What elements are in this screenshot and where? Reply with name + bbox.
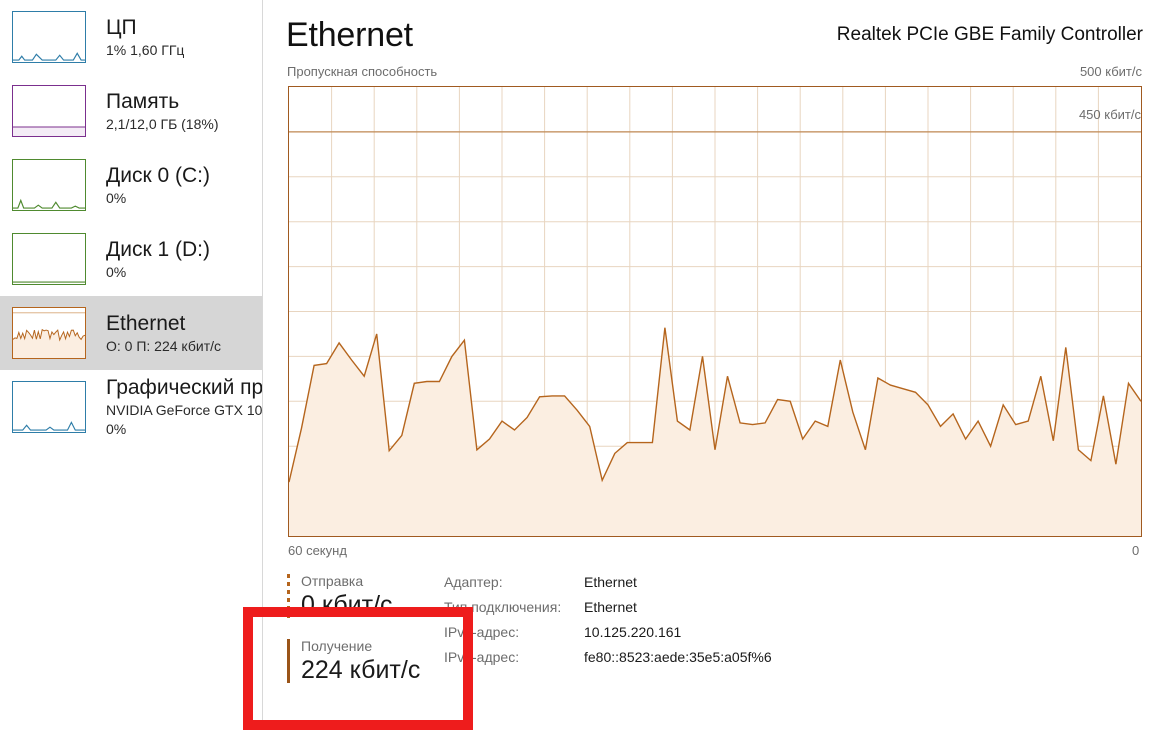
throughput-chart [288,86,1142,537]
adapter-name-label: Realtek PCIe GBE Family Controller [836,24,1143,45]
sidebar-item-disk0[interactable]: Диск 0 (C:) 0% [0,148,262,222]
chart-line [289,327,1141,483]
sidebar-item-subtext: NVIDIA GeForce GTX 1050 [106,402,262,418]
sidebar-item-subtext: 0% [106,263,127,280]
sidebar-thumbnail-gpu [12,381,86,433]
chart-annotation-label: 450 кбит/с [1078,107,1141,122]
sidebar-item-text-disk0: Диск 0 (C:) 0% [106,163,210,208]
sidebar-item-memory[interactable]: Память 2,1/12,0 ГБ (18%) [0,74,262,148]
info-key: IPv6-адрес: [444,649,520,665]
sidebar-item-text-disk1: Диск 1 (D:) 0% [106,237,210,282]
info-value: 10.125.220.161 [584,624,682,640]
sidebar-item-subtext2: 0% [106,421,127,437]
stat-receive: Получение 224 кбит/с [287,637,420,686]
sidebar-item-subtext: 2,1/12,0 ГБ (18%) [106,115,219,132]
stat-receive-value: 224 кбит/с [301,656,421,684]
info-value: Ethernet [584,574,637,590]
sidebar-item-subtext: 1% 1,60 ГГц [106,41,185,58]
sidebar-item-text-ethernet: Ethernet О: 0 П: 224 кбит/с [106,311,221,356]
info-row: IPv4-адрес: 10.125.220.161 [444,622,772,647]
sidebar-item-subtext: 0% [106,189,127,206]
sidebar-item-text-gpu: Графический процессор NVIDIA GeForce GTX … [106,375,262,439]
x-axis-right-label: 0 [1132,543,1140,558]
chart-caption: Пропускная способность [287,64,438,79]
info-row: Тип подключения: Ethernet [444,597,772,622]
resource-sidebar[interactable]: ЦП 1% 1,60 ГГц Память 2,1/12,0 ГБ (18%) Диск… [0,0,262,730]
x-axis-left-label: 60 секунд [288,543,347,558]
sidebar-item-label: Графический процессор [106,376,262,399]
sidebar-thumbnail-ethernet [12,307,86,359]
sidebar-divider [262,0,263,730]
sidebar-item-cpu[interactable]: ЦП 1% 1,60 ГГц [0,0,262,74]
sidebar-item-text-memory: Память 2,1/12,0 ГБ (18%) [106,89,219,134]
stat-receive-marker [287,639,290,683]
info-value: fe80::8523:aede:35e5:a05f%6 [584,649,772,665]
info-row: IPv6-адрес: fe80::8523:aede:35e5:a05f%6 [444,647,772,672]
adapter-info-table: Адаптер: Ethernet Тип подключения: Ethernet… [444,572,772,672]
sidebar-item-text-cpu: ЦП 1% 1,60 ГГц [106,15,184,60]
sidebar-thumbnail-disk1 [12,233,86,285]
sidebar-item-label: Ethernet [106,311,186,335]
sidebar-item-disk1[interactable]: Диск 1 (D:) 0% [0,222,262,296]
sidebar-item-label: ЦП [106,15,137,39]
info-row: Адаптер: Ethernet [444,572,772,597]
stat-send-marker [287,574,290,618]
sidebar-item-label: Диск 1 (D:) [106,237,210,261]
stat-send-label: Отправка [301,573,364,589]
performance-main-panel: Ethernet Realtek PCIe GBE Family Control… [263,0,1157,730]
info-key: Адаптер: [444,574,503,590]
page-title: Ethernet [286,16,413,54]
info-key: Тип подключения: [444,599,562,615]
stat-send: Отправка 0 кбит/с [287,572,393,621]
sidebar-item-ethernet[interactable]: Ethernet О: 0 П: 224 кбит/с [0,296,262,370]
chart-max-label: 500 кбит/с [1079,64,1142,79]
info-value: Ethernet [584,599,637,615]
sidebar-item-label: Память [106,89,180,113]
sidebar-item-gpu[interactable]: Графический процессор NVIDIA GeForce GTX … [0,370,262,444]
stat-receive-label: Получение [301,638,373,654]
sidebar-item-subtext: О: 0 П: 224 кбит/с [106,337,222,354]
sidebar-item-label: Диск 0 (C:) [106,163,210,187]
sidebar-thumbnail-cpu [12,11,86,63]
chart-area-fill [289,327,1141,536]
info-key: IPv4-адрес: [444,624,520,640]
sidebar-thumbnail-memory [12,85,86,137]
sidebar-thumbnail-disk0 [12,159,86,211]
throughput-chart-svg [289,87,1141,536]
stat-send-value: 0 кбит/с [301,591,393,619]
